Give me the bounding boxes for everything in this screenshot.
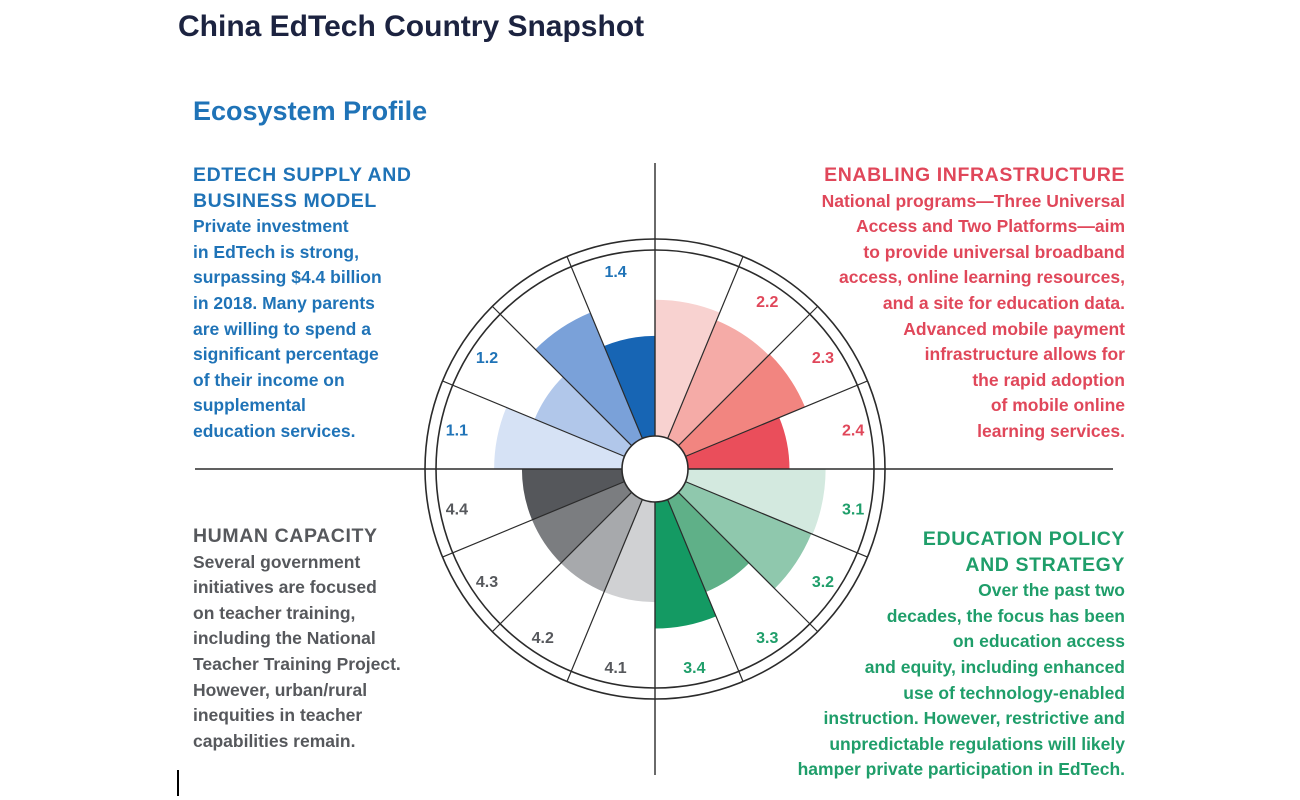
human-body-line: Teacher Training Project. (193, 653, 401, 674)
human-body-line: initiatives are focused (193, 577, 377, 598)
supply-body-line: supplemental (193, 395, 306, 416)
wheel-label-4-3: 4.3 (476, 574, 498, 591)
wheel-segment-2-2 (667, 320, 769, 446)
wheel-segment-1-2 (534, 376, 632, 457)
wheel-label-1-1: 1.1 (446, 423, 468, 440)
wheel-segment-4-3 (532, 481, 632, 564)
wheel-segment-2-3 (678, 354, 805, 457)
section-title: Ecosystem Profile (193, 96, 428, 126)
wheel-label-4-4: 4.4 (446, 501, 468, 518)
wheel-divider-line (685, 481, 868, 558)
wheel-divider-line (667, 499, 744, 682)
wheel-segment-2-4 (685, 417, 790, 469)
human-body-line: including the National (193, 628, 376, 649)
supply-heading-line: BUSINESS MODEL (193, 189, 377, 212)
supply-body-line: in EdTech is strong, (193, 241, 359, 262)
wheel-label-2-3: 2.3 (812, 350, 834, 367)
wheel-divider-line (491, 491, 633, 633)
human-body-line: inequities in teacher (193, 705, 363, 726)
wheel-segment-4-2 (560, 492, 643, 592)
supply-text-block: EDTECH SUPPLY AND BUSINESS MODEL Private… (193, 163, 412, 445)
infra-body-line: Advanced mobile payment (903, 318, 1125, 339)
policy-body-line: decades, the focus has been (886, 605, 1125, 626)
policy-body-line: instruction. However, restrictive and (823, 708, 1125, 729)
policy-body-line: Over the past two (978, 580, 1125, 601)
policy-body-line: on education access (952, 631, 1125, 652)
wheel-hub (621, 435, 689, 503)
wheel-divider-line (667, 256, 744, 439)
infra-body-line: to provide universal broadband (863, 241, 1125, 262)
policy-text-block: EDUCATION POLICY AND STRATEGY Over the p… (798, 527, 1125, 783)
wheel-segment-4-1 (604, 499, 655, 603)
policy-body-line: unpredictable regulations will likely (829, 733, 1125, 754)
wheel-label-3-1: 3.1 (842, 501, 864, 518)
supply-body-line: surpassing $4.4 billion (193, 267, 382, 288)
wheel-segment-4-4 (521, 469, 625, 520)
wheel-divider-line (685, 380, 868, 457)
wheel-label-1-4: 1.4 (604, 264, 626, 281)
policy-body-line: and equity, including enhanced (864, 656, 1125, 677)
wheel-label-2-4: 2.4 (842, 423, 864, 440)
infra-body-line: National programs—Three Universal (821, 190, 1125, 211)
policy-heading-line: AND STRATEGY (965, 553, 1125, 576)
wheel-label-1-3: 1.3 (532, 294, 554, 311)
infra-body-line: access, online learning resources, (839, 267, 1125, 288)
supply-heading-line: EDTECH SUPPLY AND (193, 164, 412, 186)
wheel-label-2-1: 2.1 (683, 264, 705, 281)
supply-body-line: education services. (193, 420, 356, 441)
infra-text-block: ENABLING INFRASTRUCTURE National program… (822, 163, 1125, 445)
human-body-line: However, urban/rural (193, 679, 368, 700)
infra-body-line: the rapid adoption (972, 369, 1125, 390)
infra-body-line: learning services. (977, 420, 1125, 441)
policy-body-line: hamper private participation in EdTech. (797, 759, 1125, 780)
wheel-segment-3-2 (678, 481, 812, 589)
infra-body-line: Access and Two Platforms—aim (855, 216, 1125, 237)
page-title: China EdTech Country Snapshot (178, 10, 645, 43)
wheel-divider-line (677, 305, 819, 447)
wheel-divider-line (566, 499, 643, 682)
wheel-label-3-2: 3.2 (812, 574, 834, 591)
infra-body-line: and a site for education data. (882, 292, 1125, 313)
wheel-segment-3-3 (667, 492, 750, 592)
supply-body-line: in 2018. Many parents (193, 292, 375, 313)
supply-body-line: significant percentage (193, 344, 379, 365)
text-cursor (177, 770, 179, 796)
wheel-segment-3-1 (685, 469, 826, 535)
policy-heading-line: EDUCATION POLICY (922, 528, 1125, 550)
wheel-divider-line (491, 305, 633, 447)
infra-body-line: infrastructure allows for (924, 344, 1125, 365)
wheel-label-3-3: 3.3 (756, 630, 778, 647)
human-body-line: capabilities remain. (193, 730, 356, 751)
wheel-divider-line (677, 491, 819, 633)
wheel-label-1-2: 1.2 (476, 350, 498, 367)
human-text-block: HUMAN CAPACITY Several government initia… (193, 524, 401, 754)
wheel-divider-line (442, 380, 625, 457)
wheel-segment-1-3 (535, 312, 643, 446)
human-body-line: Several government (193, 551, 361, 572)
supply-body-line: Private investment (193, 216, 349, 237)
human-body-line: on teacher training, (193, 602, 356, 623)
wheel-segment-1-4 (604, 335, 655, 439)
wheel-segment-1-1 (494, 407, 625, 469)
wheel-label-3-4: 3.4 (683, 660, 705, 677)
wheel-label-4-1: 4.1 (604, 660, 626, 677)
wheel-label-2-2: 2.2 (756, 294, 778, 311)
supply-body-line: of their income on (193, 369, 345, 390)
wheel-segment-2-1 (655, 299, 720, 439)
supply-body-line: are willing to spend a (193, 318, 371, 339)
human-heading-line: HUMAN CAPACITY (193, 525, 378, 547)
wheel-divider-line (442, 481, 625, 558)
infra-body-line: of mobile online (990, 395, 1125, 416)
wheel-segment-3-4 (655, 499, 717, 629)
policy-body-line: use of technology-enabled (903, 682, 1125, 703)
infra-heading-line: ENABLING INFRASTRUCTURE (824, 164, 1125, 186)
wheel-label-4-2: 4.2 (532, 630, 554, 647)
wheel-divider-line (566, 256, 643, 439)
